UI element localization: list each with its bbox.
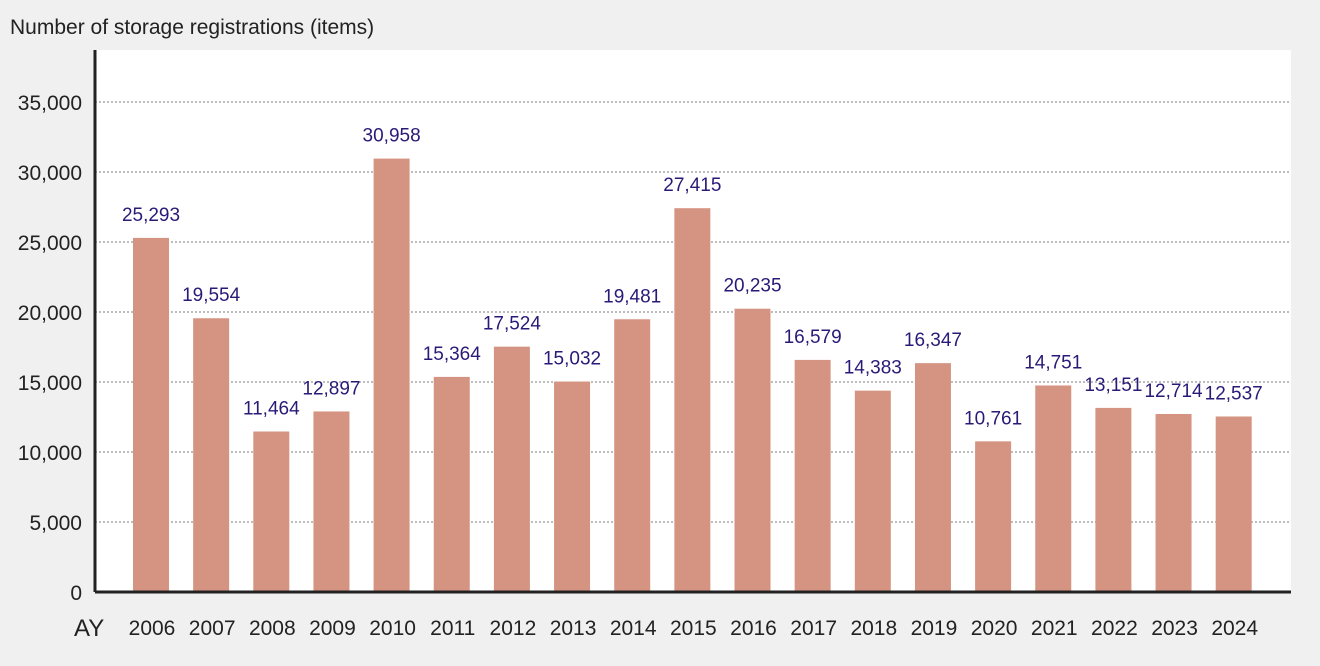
x-tick-label: 2019 xyxy=(911,617,958,640)
x-tick-label: 2015 xyxy=(670,617,717,640)
y-tick-label: 10,000 xyxy=(18,442,82,465)
x-tick-label: 2018 xyxy=(850,617,897,640)
data-label: 16,579 xyxy=(784,327,842,348)
data-label: 19,481 xyxy=(603,286,661,307)
y-tick-labels: 0 5,000 10,000 15,000 20,000 25,000 30,000 35,0… xyxy=(18,92,82,605)
x-axis-title: AY xyxy=(74,615,104,642)
x-tick-label: 2024 xyxy=(1211,617,1258,640)
data-label: 12,537 xyxy=(1205,383,1263,404)
y-tick-label: 15,000 xyxy=(18,372,82,395)
x-tick-label: 2021 xyxy=(1031,617,1078,640)
data-label: 19,554 xyxy=(182,285,241,306)
x-tick-label: 2011 xyxy=(430,617,475,640)
bar-2014 xyxy=(614,319,651,592)
x-tick-label: 2007 xyxy=(189,617,236,640)
data-label: 10,761 xyxy=(964,408,1022,429)
y-axis-title: Number of storage registrations (items) xyxy=(10,16,374,39)
y-tick-label: 0 xyxy=(70,582,82,605)
bar-2024 xyxy=(1215,416,1252,592)
x-tick-label: 2010 xyxy=(369,617,416,640)
bar-2019 xyxy=(914,363,951,592)
bar-2016 xyxy=(734,308,771,592)
y-tick-label: 35,000 xyxy=(18,92,82,115)
data-label: 25,293 xyxy=(122,205,180,226)
data-label: 27,415 xyxy=(663,175,721,196)
data-label: 30,958 xyxy=(363,126,421,147)
data-label: 20,235 xyxy=(723,276,781,297)
bar-2023 xyxy=(1155,414,1192,592)
bar-2022 xyxy=(1095,407,1132,592)
data-label: 12,897 xyxy=(302,378,360,399)
bar-2013 xyxy=(554,381,591,592)
bar-2008 xyxy=(253,431,290,592)
y-tick-label: 30,000 xyxy=(18,162,82,185)
data-label: 12,714 xyxy=(1144,381,1203,402)
x-tick-labels: 2006 2007 2008 2009 2010 2011 2012 2013 2014 2015… xyxy=(129,617,1259,640)
bar-2006 xyxy=(133,237,169,592)
data-label: 15,364 xyxy=(423,344,482,365)
bar-2018 xyxy=(854,390,891,592)
data-label: 15,032 xyxy=(543,349,601,370)
x-tick-label: 2009 xyxy=(309,617,356,640)
x-tick-label: 2017 xyxy=(790,617,837,640)
bar-2020 xyxy=(975,441,1012,592)
y-tick-label: 5,000 xyxy=(29,512,82,535)
bar-2017 xyxy=(794,359,831,592)
x-tick-label: 2022 xyxy=(1091,617,1138,640)
x-tick-label: 2012 xyxy=(490,617,537,640)
x-tick-label: 2023 xyxy=(1151,617,1198,640)
x-tick-label: 2020 xyxy=(971,617,1018,640)
bar-2007 xyxy=(193,318,230,592)
x-tick-label: 2016 xyxy=(730,617,777,640)
x-tick-label: 2014 xyxy=(610,617,657,640)
data-label: 14,383 xyxy=(844,358,902,379)
bar-2011 xyxy=(433,376,470,592)
data-label: 11,464 xyxy=(243,399,300,420)
y-tick-label: 20,000 xyxy=(18,302,82,325)
y-tick-label: 25,000 xyxy=(18,232,82,255)
bar-2009 xyxy=(313,411,350,592)
bar-2021 xyxy=(1035,385,1072,592)
bars xyxy=(133,158,1252,592)
data-label: 17,524 xyxy=(483,314,542,335)
bar-2012 xyxy=(493,346,530,592)
bar-2010 xyxy=(373,158,410,592)
data-label: 14,751 xyxy=(1024,352,1082,373)
x-tick-label: 2006 xyxy=(129,617,176,640)
data-label: 16,347 xyxy=(904,330,962,351)
bar-2015 xyxy=(674,208,711,592)
x-tick-label: 2013 xyxy=(550,617,597,640)
x-tick-label: 2008 xyxy=(249,617,296,640)
data-label: 13,151 xyxy=(1084,375,1142,396)
